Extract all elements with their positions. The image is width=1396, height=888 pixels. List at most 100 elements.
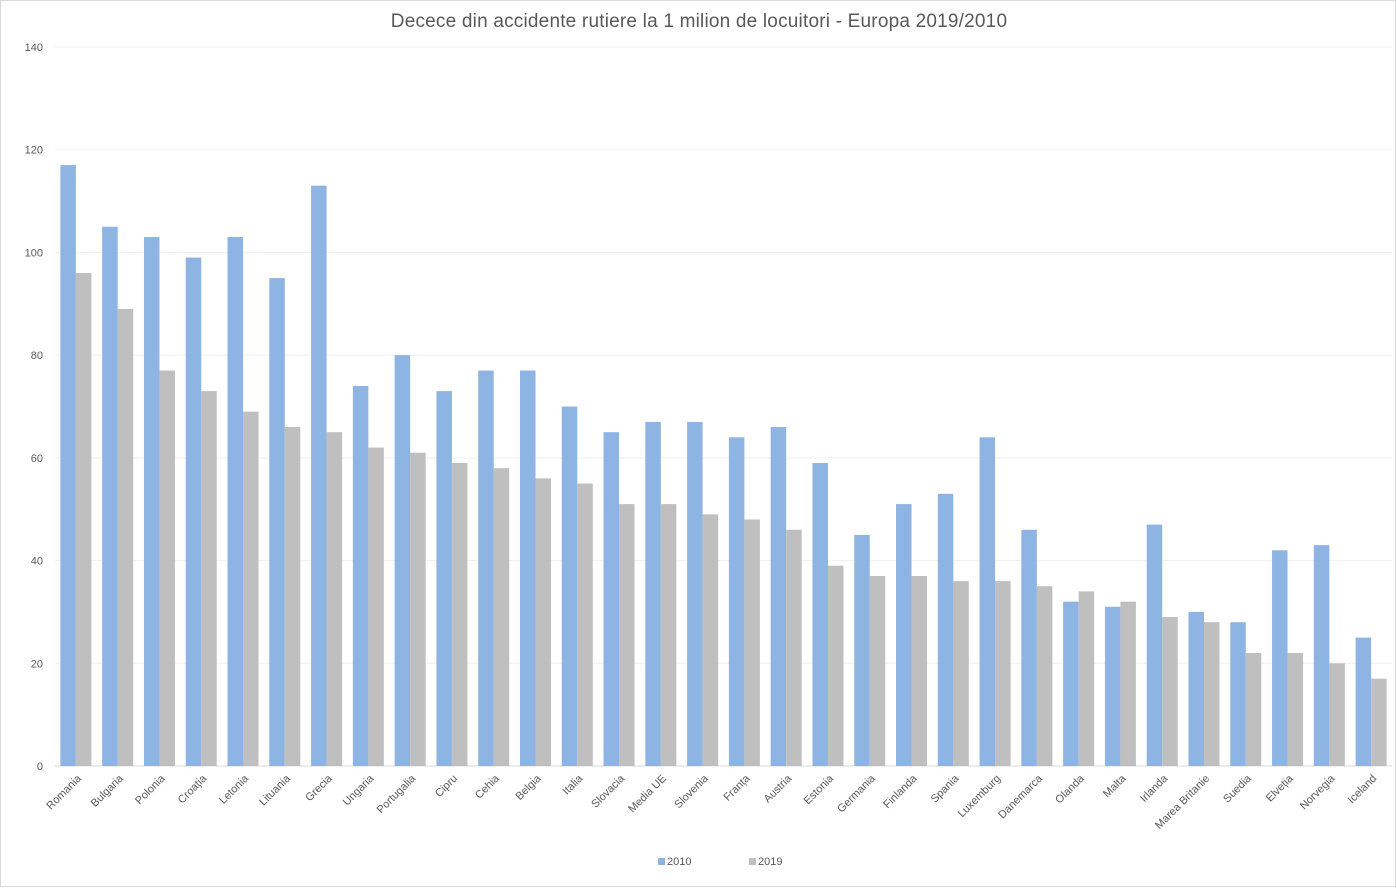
bar-2010 [311,185,327,766]
y-tick-label: 60 [31,453,43,465]
y-tick-label: 80 [31,350,43,362]
bar-2019 [1078,591,1095,766]
bar-2010 [1313,545,1330,766]
bar-2019 [953,581,969,766]
bar-2010 [394,355,411,766]
bar-2010 [937,493,954,766]
y-tick-label: 120 [25,145,43,157]
bar-2019 [117,308,134,766]
bar-2019 [410,452,426,766]
x-tick-label: Italia [560,772,586,798]
x-tick-label: Suedia [1221,772,1254,805]
x-tick-label: Franța [722,772,754,804]
chart-title: Decece din accidente rutiere la 1 milion… [390,11,1008,32]
y-tick-label: 40 [31,556,43,568]
x-tick-label: Belgia [513,772,544,803]
legend-swatch-2010 [658,858,665,865]
x-tick-label: Norvegia [1298,772,1338,812]
legend-label-2019: 2019 [758,856,782,868]
bar-2019 [786,529,802,766]
bar-2010 [269,278,285,766]
bar-2010 [1104,606,1121,766]
bar-2019 [911,575,928,766]
bar-2019 [1203,622,1220,766]
bar-2019 [702,514,719,766]
bar-2019 [1162,617,1178,766]
bar-2010 [1146,524,1163,766]
x-tick-label: Iceland [1346,773,1380,807]
bar-2019 [1245,653,1262,766]
x-tick-label: Portugalia [375,772,419,816]
bar-2019 [75,272,92,766]
bar-2010 [185,257,202,766]
bar-2010 [352,385,369,766]
bar-2010 [1021,529,1037,766]
bar-2019 [744,519,760,766]
x-tick-label: Estonia [802,772,837,807]
bar-2019 [1287,653,1304,766]
y-tick-label: 0 [37,761,43,773]
bar-2010 [102,226,118,766]
bar-2019 [869,575,886,766]
x-tick-label: Olanda [1053,772,1087,806]
bar-2010 [896,504,912,766]
bar-2010 [603,432,620,766]
bar-2010 [60,165,76,766]
bar-2019 [577,483,593,766]
x-tick-label: Cehia [473,772,502,801]
x-tick-label: Croația [176,772,210,806]
x-tick-label: Romania [44,772,84,812]
bar-2010 [1355,637,1372,766]
bar-2019 [995,581,1011,766]
legend-label-2010: 2010 [667,856,691,868]
bar-2019 [368,447,384,766]
x-tick-label: Irlanda [1138,772,1171,805]
x-tick-label: Germania [835,772,878,815]
y-tick-label: 100 [25,247,43,259]
bar-2010 [854,534,870,766]
bar-2019 [1036,586,1053,766]
bar-2019 [284,427,301,766]
x-tick-label: Elveția [1264,772,1296,804]
x-tick-label: Grecia [303,772,335,804]
bar-2010 [728,437,745,766]
bar-2019 [1329,663,1345,766]
bar-2010 [478,370,494,766]
x-tick-label: Finlanda [881,772,920,811]
bar-2010 [519,370,536,766]
x-tick-label: Malta [1101,772,1129,800]
bar-2019 [535,478,551,766]
bar-2010 [979,437,996,766]
bar-2010 [1272,550,1288,766]
bar-2010 [1063,601,1079,766]
bar-2019 [660,504,677,766]
bar-2019 [1120,601,1136,766]
bar-2019 [827,565,844,766]
bar-2019 [326,432,343,766]
bar-2010 [1188,611,1204,766]
x-tick-label: Cipru [433,773,460,800]
bar-2010 [770,427,787,766]
x-tick-label: Lituania [257,772,293,808]
bar-2019 [201,391,217,766]
legend-swatch-2019 [749,858,756,865]
bar-2010 [687,421,703,766]
x-tick-label: Danemarca [996,772,1045,821]
bar-2019 [493,468,510,766]
x-tick-label: Letonia [217,772,252,807]
x-tick-label: Slovenia [672,772,711,811]
bar-2019 [243,411,259,766]
bar-2019 [159,370,175,766]
x-tick-label: Media UE [626,773,669,816]
bar-2010 [436,391,452,766]
bar-2019 [1371,678,1387,766]
bar-2019 [451,462,468,766]
bar-2010 [561,406,578,766]
y-tick-label: 20 [31,658,43,670]
bar-2010 [227,237,244,766]
x-tick-label: Bulgaria [89,772,127,810]
bar-2019 [619,504,635,766]
bar-2010 [143,237,160,766]
